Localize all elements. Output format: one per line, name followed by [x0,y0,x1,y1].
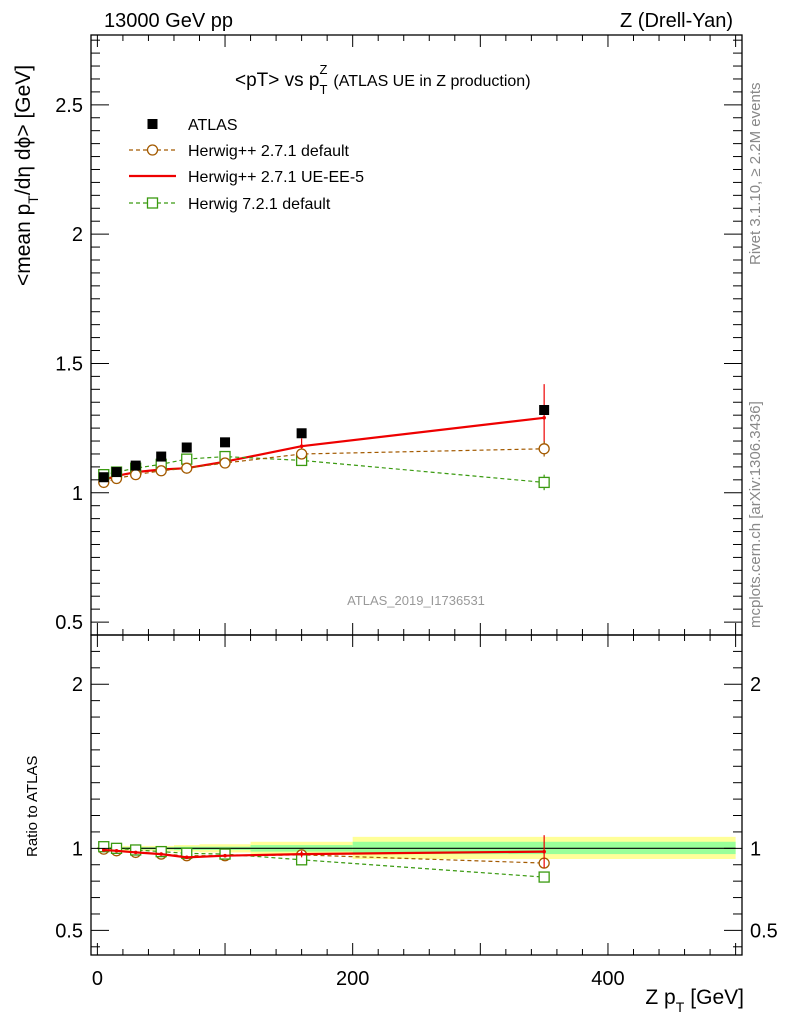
x-label-text: Z p [645,986,675,1009]
x-tick-label: 400 [591,968,624,990]
x-tick-label: 200 [336,968,369,990]
legend-label-0: ATLAS [188,117,238,134]
ratio-y-tick-label-right: 2 [750,674,761,696]
main-y-tick-label: 1 [72,483,83,505]
main-title-sup: Z [319,62,327,77]
ratio-y-tick-label-right: 1 [750,838,761,860]
header-left: 13000 GeV pp [104,10,233,32]
main-series-1-point [219,457,231,469]
ratio-series-2-point [538,871,550,883]
ratio-y-axis-label: Ratio to ATLAS [24,756,41,857]
main-series-0-point [220,437,231,448]
main-series-1-point [155,465,167,477]
legend-label-1: Herwig++ 2.7.1 default [188,143,350,160]
ratio-series-1-point [133,850,138,855]
x-label-rest: [GeV] [690,986,744,1009]
main-series-2-point [299,444,304,449]
main-y-tick-label: 1.5 [55,353,83,375]
main-y-tick-label: 2.5 [55,95,83,117]
x-label-sub: T [676,999,685,1015]
ratio-series-1-point [159,852,164,856]
ratio-plot: 0 200 400 0.5 0.5 1 1 2 2 [55,634,778,990]
ratio-series-1-point [223,853,227,858]
main-series-0-point [296,428,307,439]
main-series-1-point [538,443,550,455]
main-y-label-sub: T [25,195,41,204]
main-series-2-point [542,415,546,420]
ratio-y-tick-label: 0.5 [55,920,83,942]
x-axis-label: Z pT [GeV] [645,986,744,1015]
ratio-series-1-point [101,848,106,852]
ratio-frame [90,634,743,956]
ratio-series-1-point [299,852,304,856]
main-series-0-point [181,442,192,453]
main-series-3-point [538,476,550,489]
mcplots-label: mcplots.cern.ch [arXiv:1306.3436] [747,401,764,628]
main-series-1-point [130,469,142,481]
header-right: Z (Drell-Yan) [620,10,733,32]
main-title-paren: (ATLAS UE in Z production) [333,73,530,90]
ratio-y-tick-label: 2 [72,674,83,696]
main-series-1-point [181,462,193,474]
main-title-sub: T [320,82,328,97]
main-y-label-rest: /dη dϕ> [GeV] [12,65,35,195]
ratio-series-2-point [110,842,123,854]
rivet-label: Rivet 3.1.10, ≥ 2.2M events [747,83,764,266]
main-y-tick-label: 2 [72,224,83,246]
legend-marker-3 [146,197,159,209]
main-series-0-point [98,472,109,483]
ratio-y-tick-label: 1 [72,838,83,860]
legend-marker-1 [146,144,159,156]
legend-label-3: Herwig 7.2.1 default [188,196,331,213]
analysis-watermark: ATLAS_2019_I1736531 [347,593,485,608]
main-y-axis-label: <mean pT/dη dϕ> [GeV] [12,65,41,286]
main-y-tick-label: 0.5 [55,612,83,634]
ratio-series-2-point [155,845,167,858]
x-tick-label: 0 [92,968,103,990]
legend: ATLAS Herwig++ 2.7.1 default Herwig++ 2.7.… [129,117,364,213]
main-title: <pT> vs pTZ (ATLAS UE in Z production) [235,62,531,97]
main-title-text: <pT> vs p [235,70,320,91]
ratio-series-2-point [130,844,142,856]
ratio-series-1-point [114,848,119,853]
ratio-series-1-point [542,849,546,854]
main-y-label-text: <mean p [12,204,35,286]
main-series-1-point [295,448,308,460]
main-series-0-point [130,460,141,471]
ratio-y-tick-label-right: 0.5 [750,920,778,942]
main-series-0-point [539,405,550,415]
legend-label-2: Herwig++ 2.7.1 UE-EE-5 [188,169,364,186]
main-series-0-point [156,451,167,462]
main-series-0-point [111,467,122,478]
legend-marker-atlas [147,119,158,129]
ratio-series-1-point [184,855,189,860]
ratio-series-1-line [103,848,545,859]
